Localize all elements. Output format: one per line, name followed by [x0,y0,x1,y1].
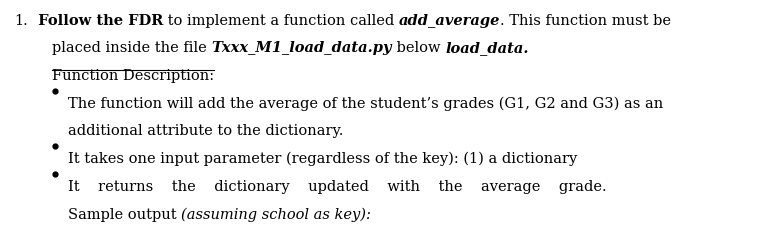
Text: add_average: add_average [399,14,500,28]
Text: Function Description:: Function Description: [52,69,214,83]
Text: placed inside the file: placed inside the file [52,41,211,55]
Text: It    returns    the    dictionary    updated    with    the    average    grade: It returns the dictionary updated with t… [68,179,607,193]
Text: . This function must be: . This function must be [500,14,671,28]
Text: The function will add the average of the student’s grades (G1, G2 and G3) as an: The function will add the average of the… [68,97,663,111]
Text: to implement a function called: to implement a function called [163,14,399,28]
Text: additional attribute to the dictionary.: additional attribute to the dictionary. [68,123,343,137]
Text: Sample output: Sample output [68,207,182,221]
Text: Follow the FDR: Follow the FDR [28,14,163,28]
Text: 1.: 1. [14,14,28,28]
Text: load_data.: load_data. [445,41,529,55]
Text: It takes one input parameter (regardless of the key): (1) a dictionary: It takes one input parameter (regardless… [68,151,578,166]
Text: below: below [392,41,445,55]
Text: Txxx_M1_load_data.py: Txxx_M1_load_data.py [211,41,392,55]
Text: (assuming school as key):: (assuming school as key): [182,207,371,222]
